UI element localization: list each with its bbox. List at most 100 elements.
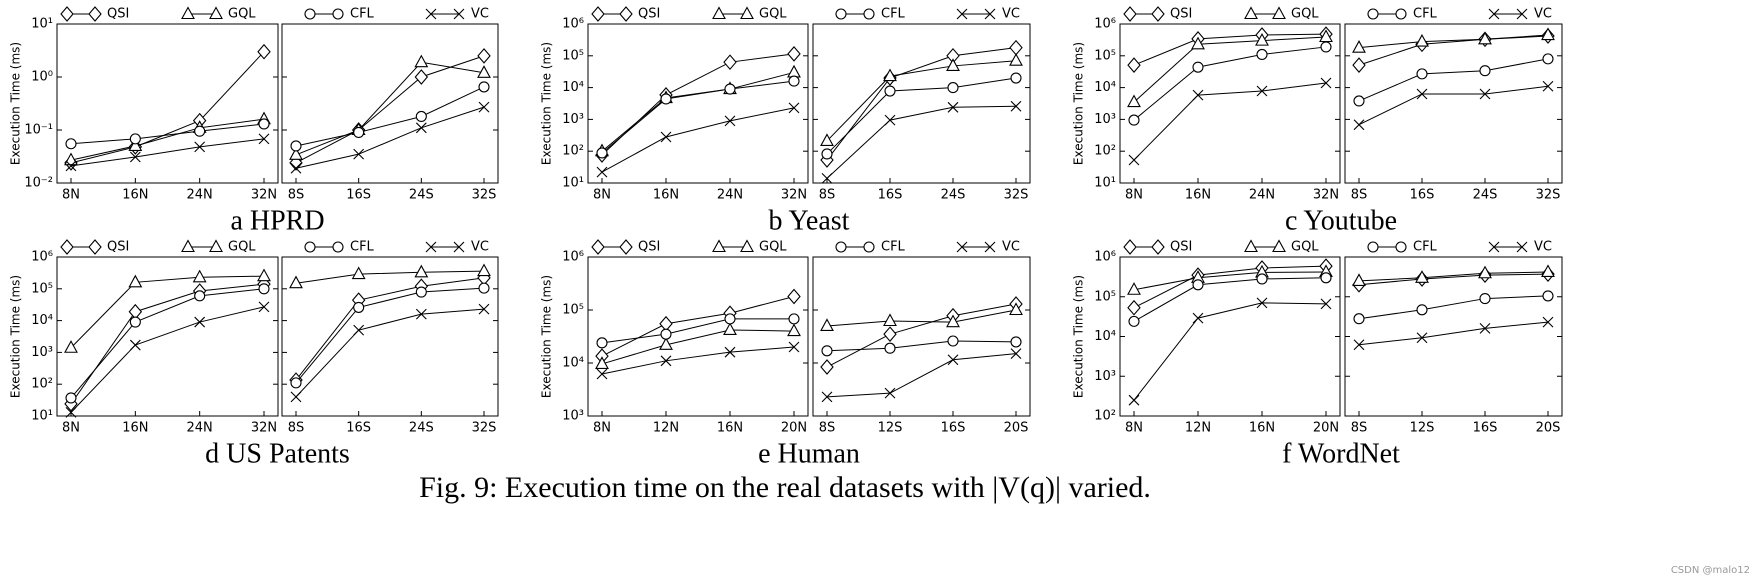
legend-marker [712,6,726,20]
x-tick-label: 8S [819,421,836,436]
marker-circle [129,316,141,328]
marker-diamond [414,69,429,85]
x-tick-label: 16S [878,188,903,203]
marker-x [1416,88,1428,100]
legend-label: VC [1534,240,1552,255]
marker-circle [1353,313,1365,325]
marker-triangle [128,138,143,152]
y-tick-label: 10⁵ [1094,48,1116,63]
marker-diamond [1352,57,1366,73]
x-tick-label: 20S [1004,421,1029,436]
marker-circle [353,301,365,313]
marker-circle [1542,53,1554,65]
legend-marker [1516,8,1528,20]
series-line [70,288,265,399]
plot-frame [56,256,279,417]
legend-label: QSI [107,240,129,255]
legend-label: CFL [1413,7,1438,22]
marker-triangle [723,322,737,336]
legend-marker [1395,8,1407,20]
marker-x [724,346,736,358]
marker-circle [724,313,736,325]
legend-marker [1367,8,1379,20]
legend-label: QSI [638,7,660,22]
marker-triangle [477,263,491,277]
legend-marker [332,8,344,20]
legend-label: VC [471,240,489,255]
series-line [1358,34,1549,49]
plot-frame [1119,23,1341,184]
legend-marker [1151,6,1165,22]
x-tick-label: 16S [941,421,966,436]
x-tick-label: 16S [346,188,371,203]
y-tick-label: 10¹ [31,17,53,32]
marker-circle [1479,293,1491,305]
y-axis-label: Execution Time (ms) [9,42,23,165]
marker-x [947,354,959,366]
y-tick-label: 10⁴ [562,80,584,95]
legend-marker [591,239,605,255]
marker-circle [821,148,833,160]
x-tick-label: 32S [1004,188,1029,203]
marker-circle [1256,273,1268,285]
x-tick-label: 16S [1473,421,1498,436]
x-tick-label: 24N [1249,188,1275,203]
figure-caption: Fig. 9: Execution time on the real datas… [419,471,1151,504]
marker-x [821,172,833,184]
series-line [70,123,265,145]
marker-x [596,368,608,380]
marker-triangle [64,152,78,166]
legend-marker [835,241,847,253]
x-tick-label: 24N [187,188,213,203]
y-tick-label: 10⁵ [31,281,53,296]
legend-marker [740,6,754,20]
x-tick-label: 16N [717,421,743,436]
legend-label: CFL [350,7,375,22]
legend-marker [60,6,74,22]
legend-marker [863,241,875,253]
legend-marker [619,239,633,255]
marker-circle [884,85,896,97]
marker-circle [1192,61,1204,73]
series-line [1133,302,1327,401]
marker-diamond [1009,39,1023,56]
series-line [1358,273,1549,286]
x-tick-label: 8N [1125,421,1143,436]
y-tick-label: 10⁵ [562,303,584,318]
legend-marker [956,8,968,20]
series-line [826,340,1017,352]
series-line [1358,271,1549,282]
x-tick-label: 8S [819,188,836,203]
marker-circle [1416,304,1428,316]
marker-circle [788,313,800,325]
marker-triangle [1541,27,1555,41]
y-axis-label: Execution Time (ms) [1072,275,1086,398]
series-line [601,329,795,365]
marker-x [258,133,270,145]
plot-frame [281,256,499,417]
marker-x [194,316,206,328]
marker-circle [1010,72,1022,84]
marker-circle [596,337,608,349]
marker-circle [1256,48,1268,61]
x-tick-label: 32S [472,421,497,436]
series-line [1133,36,1327,103]
marker-x [65,160,77,172]
marker-circle [1128,114,1140,126]
legend-marker [1272,6,1286,20]
y-tick-label: 10² [562,144,584,159]
legend-marker [712,239,726,253]
plot-frame [812,23,1031,184]
y-tick-label: 10³ [1094,369,1116,384]
series-line [295,106,485,169]
marker-triangle [1352,273,1366,286]
legend-marker [1123,6,1137,22]
marker-triangle [1191,36,1205,50]
marker-circle [1542,290,1554,302]
series-line [295,287,485,384]
marker-triangle [1478,265,1492,279]
legend-marker [1123,239,1137,255]
marker-x [724,115,736,127]
marker-triangle [1009,302,1023,316]
